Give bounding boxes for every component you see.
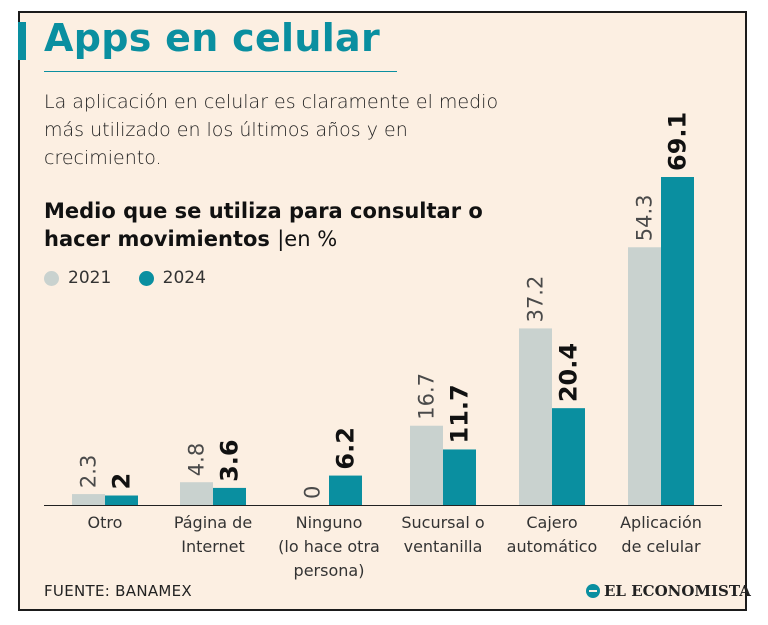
category-label-3-1: ventanilla	[404, 537, 483, 556]
infographic-frame	[18, 11, 747, 611]
bar-2024-4	[552, 408, 585, 505]
chart-title-text: Medio que se utiliza para consultar o ha…	[44, 199, 483, 251]
legend-label-2021: 2021	[68, 268, 112, 288]
category-label-2-1: (lo hace otra	[278, 537, 380, 556]
legend-label-2024: 2024	[162, 268, 206, 288]
brand: EL ECONOMISTA	[586, 582, 751, 600]
category-label-5-0: Aplicación	[620, 513, 702, 532]
bar-2021-4	[519, 328, 552, 505]
data-label-2024-4: 20.4	[555, 343, 583, 402]
bar-2021-3	[410, 425, 443, 505]
source-note: FUENTE: BANAMEX	[44, 582, 192, 600]
bar-2021-1	[180, 482, 213, 505]
data-label-2021-4: 37.2	[524, 276, 548, 323]
legend-swatch-2021	[44, 270, 59, 286]
legend: 2021 2024	[44, 268, 228, 291]
category-label-0-0: Otro	[88, 513, 123, 532]
data-label-2024-1: 3.6	[216, 439, 244, 482]
data-label-2021-5: 54.3	[633, 194, 657, 241]
category-label-4-0: Cajero	[526, 513, 577, 532]
data-label-2024-5: 69.1	[664, 112, 692, 171]
brand-name: EL ECONOMISTA	[604, 582, 751, 600]
category-label-2-2: persona)	[294, 561, 365, 580]
legend-item-2024: 2024	[138, 268, 206, 288]
category-label-1-0: Página de	[174, 513, 252, 532]
brand-logo-icon	[586, 584, 600, 598]
data-label-2021-3: 16.7	[415, 373, 439, 420]
data-label-2024-0: 2	[108, 473, 136, 490]
legend-item-2021: 2021	[44, 268, 111, 288]
bar-2024-0	[105, 495, 138, 505]
category-label-5-1: de celular	[621, 537, 701, 556]
data-label-2024-2: 6.2	[332, 427, 360, 470]
bar-2024-5	[661, 177, 694, 505]
bar-2024-1	[213, 487, 246, 505]
data-label-2021-2: 0	[301, 486, 325, 499]
bar-2021-5	[628, 247, 661, 505]
chart-unit-label: |en %	[277, 227, 338, 251]
data-label-2021-0: 2.3	[77, 455, 101, 488]
data-label-2024-3: 11.7	[446, 384, 474, 443]
category-label-3-0: Sucursal o	[401, 513, 484, 532]
legend-swatch-2024	[138, 270, 154, 286]
subtitle: La aplicación en celular es claramente e…	[44, 91, 499, 169]
bar-2024-3	[443, 449, 476, 505]
data-label-2021-1: 4.8	[185, 443, 209, 476]
title-underline	[44, 71, 397, 72]
category-label-2-0: Ninguno	[296, 513, 363, 532]
title-accent-bar	[18, 22, 26, 60]
page-title: Apps en celular	[44, 16, 380, 60]
bar-2024-2	[329, 475, 362, 505]
category-label-1-1: Internet	[181, 537, 245, 556]
category-label-4-1: automático	[507, 537, 598, 556]
chart-title: Medio que se utiliza para consultar o ha…	[44, 197, 524, 253]
bar-2021-0	[72, 494, 105, 505]
